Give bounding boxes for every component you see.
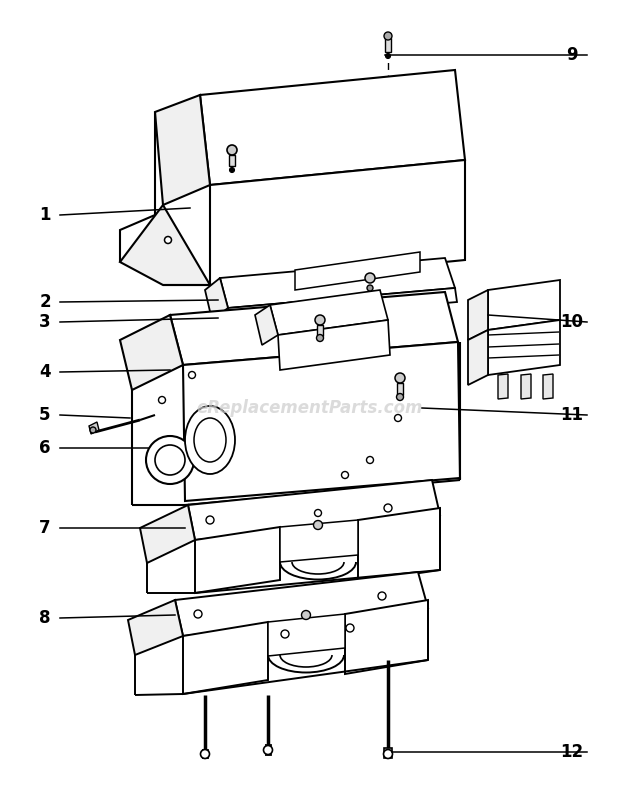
Circle shape [384,504,392,512]
Circle shape [346,624,354,632]
Ellipse shape [194,418,226,462]
Circle shape [365,273,375,283]
Polygon shape [195,527,280,593]
Circle shape [315,315,325,325]
Circle shape [342,471,348,478]
Polygon shape [229,155,235,166]
Text: 10: 10 [560,313,583,331]
Polygon shape [468,290,488,340]
Circle shape [188,371,195,379]
Text: 6: 6 [39,439,51,457]
Polygon shape [128,600,183,655]
Polygon shape [89,422,99,434]
Circle shape [378,592,386,600]
Polygon shape [140,505,195,563]
Circle shape [206,516,214,524]
Text: 3: 3 [39,313,51,331]
Circle shape [395,373,405,383]
Polygon shape [345,600,428,674]
Polygon shape [183,342,460,501]
Circle shape [200,749,210,758]
Polygon shape [270,290,388,335]
Polygon shape [498,374,508,399]
Text: 5: 5 [39,406,51,424]
Text: 11: 11 [560,406,583,424]
Circle shape [386,54,391,58]
Text: eReplacementParts.com: eReplacementParts.com [197,399,423,417]
Polygon shape [468,330,488,385]
Circle shape [281,630,289,638]
Ellipse shape [185,406,235,474]
Polygon shape [268,614,345,656]
Text: 1: 1 [39,206,51,224]
Polygon shape [543,374,553,399]
Text: 4: 4 [39,363,51,381]
Text: 2: 2 [39,293,51,311]
Circle shape [397,393,404,401]
Circle shape [229,168,234,173]
Circle shape [366,457,373,464]
Polygon shape [155,95,210,205]
Polygon shape [183,622,268,694]
Circle shape [194,610,202,618]
Polygon shape [200,70,465,185]
Circle shape [146,436,194,484]
Circle shape [314,521,322,530]
Circle shape [394,414,402,422]
Text: 8: 8 [39,609,51,627]
Polygon shape [228,288,457,322]
Polygon shape [295,252,420,290]
Polygon shape [120,205,210,285]
Circle shape [367,285,373,291]
Circle shape [384,32,392,40]
Polygon shape [521,374,531,399]
Circle shape [227,145,237,155]
Polygon shape [255,305,278,345]
Polygon shape [488,320,560,375]
Polygon shape [188,480,440,540]
Circle shape [301,611,311,620]
Circle shape [384,749,392,758]
Polygon shape [488,280,560,330]
Polygon shape [210,160,465,285]
Circle shape [155,445,185,475]
Circle shape [316,334,324,341]
Polygon shape [280,520,358,562]
Polygon shape [278,320,390,370]
Polygon shape [205,278,228,320]
Polygon shape [220,258,455,308]
Circle shape [314,509,322,517]
Circle shape [264,745,273,754]
Polygon shape [358,508,440,582]
Polygon shape [317,325,323,336]
Polygon shape [397,383,403,395]
Circle shape [159,397,166,404]
Text: 12: 12 [560,743,583,761]
Polygon shape [385,38,391,52]
Text: 7: 7 [39,519,51,537]
Circle shape [164,237,172,243]
Polygon shape [175,572,428,636]
Polygon shape [384,748,392,758]
Polygon shape [120,315,183,390]
Text: 9: 9 [566,46,578,64]
Polygon shape [170,292,458,365]
Circle shape [90,427,96,433]
